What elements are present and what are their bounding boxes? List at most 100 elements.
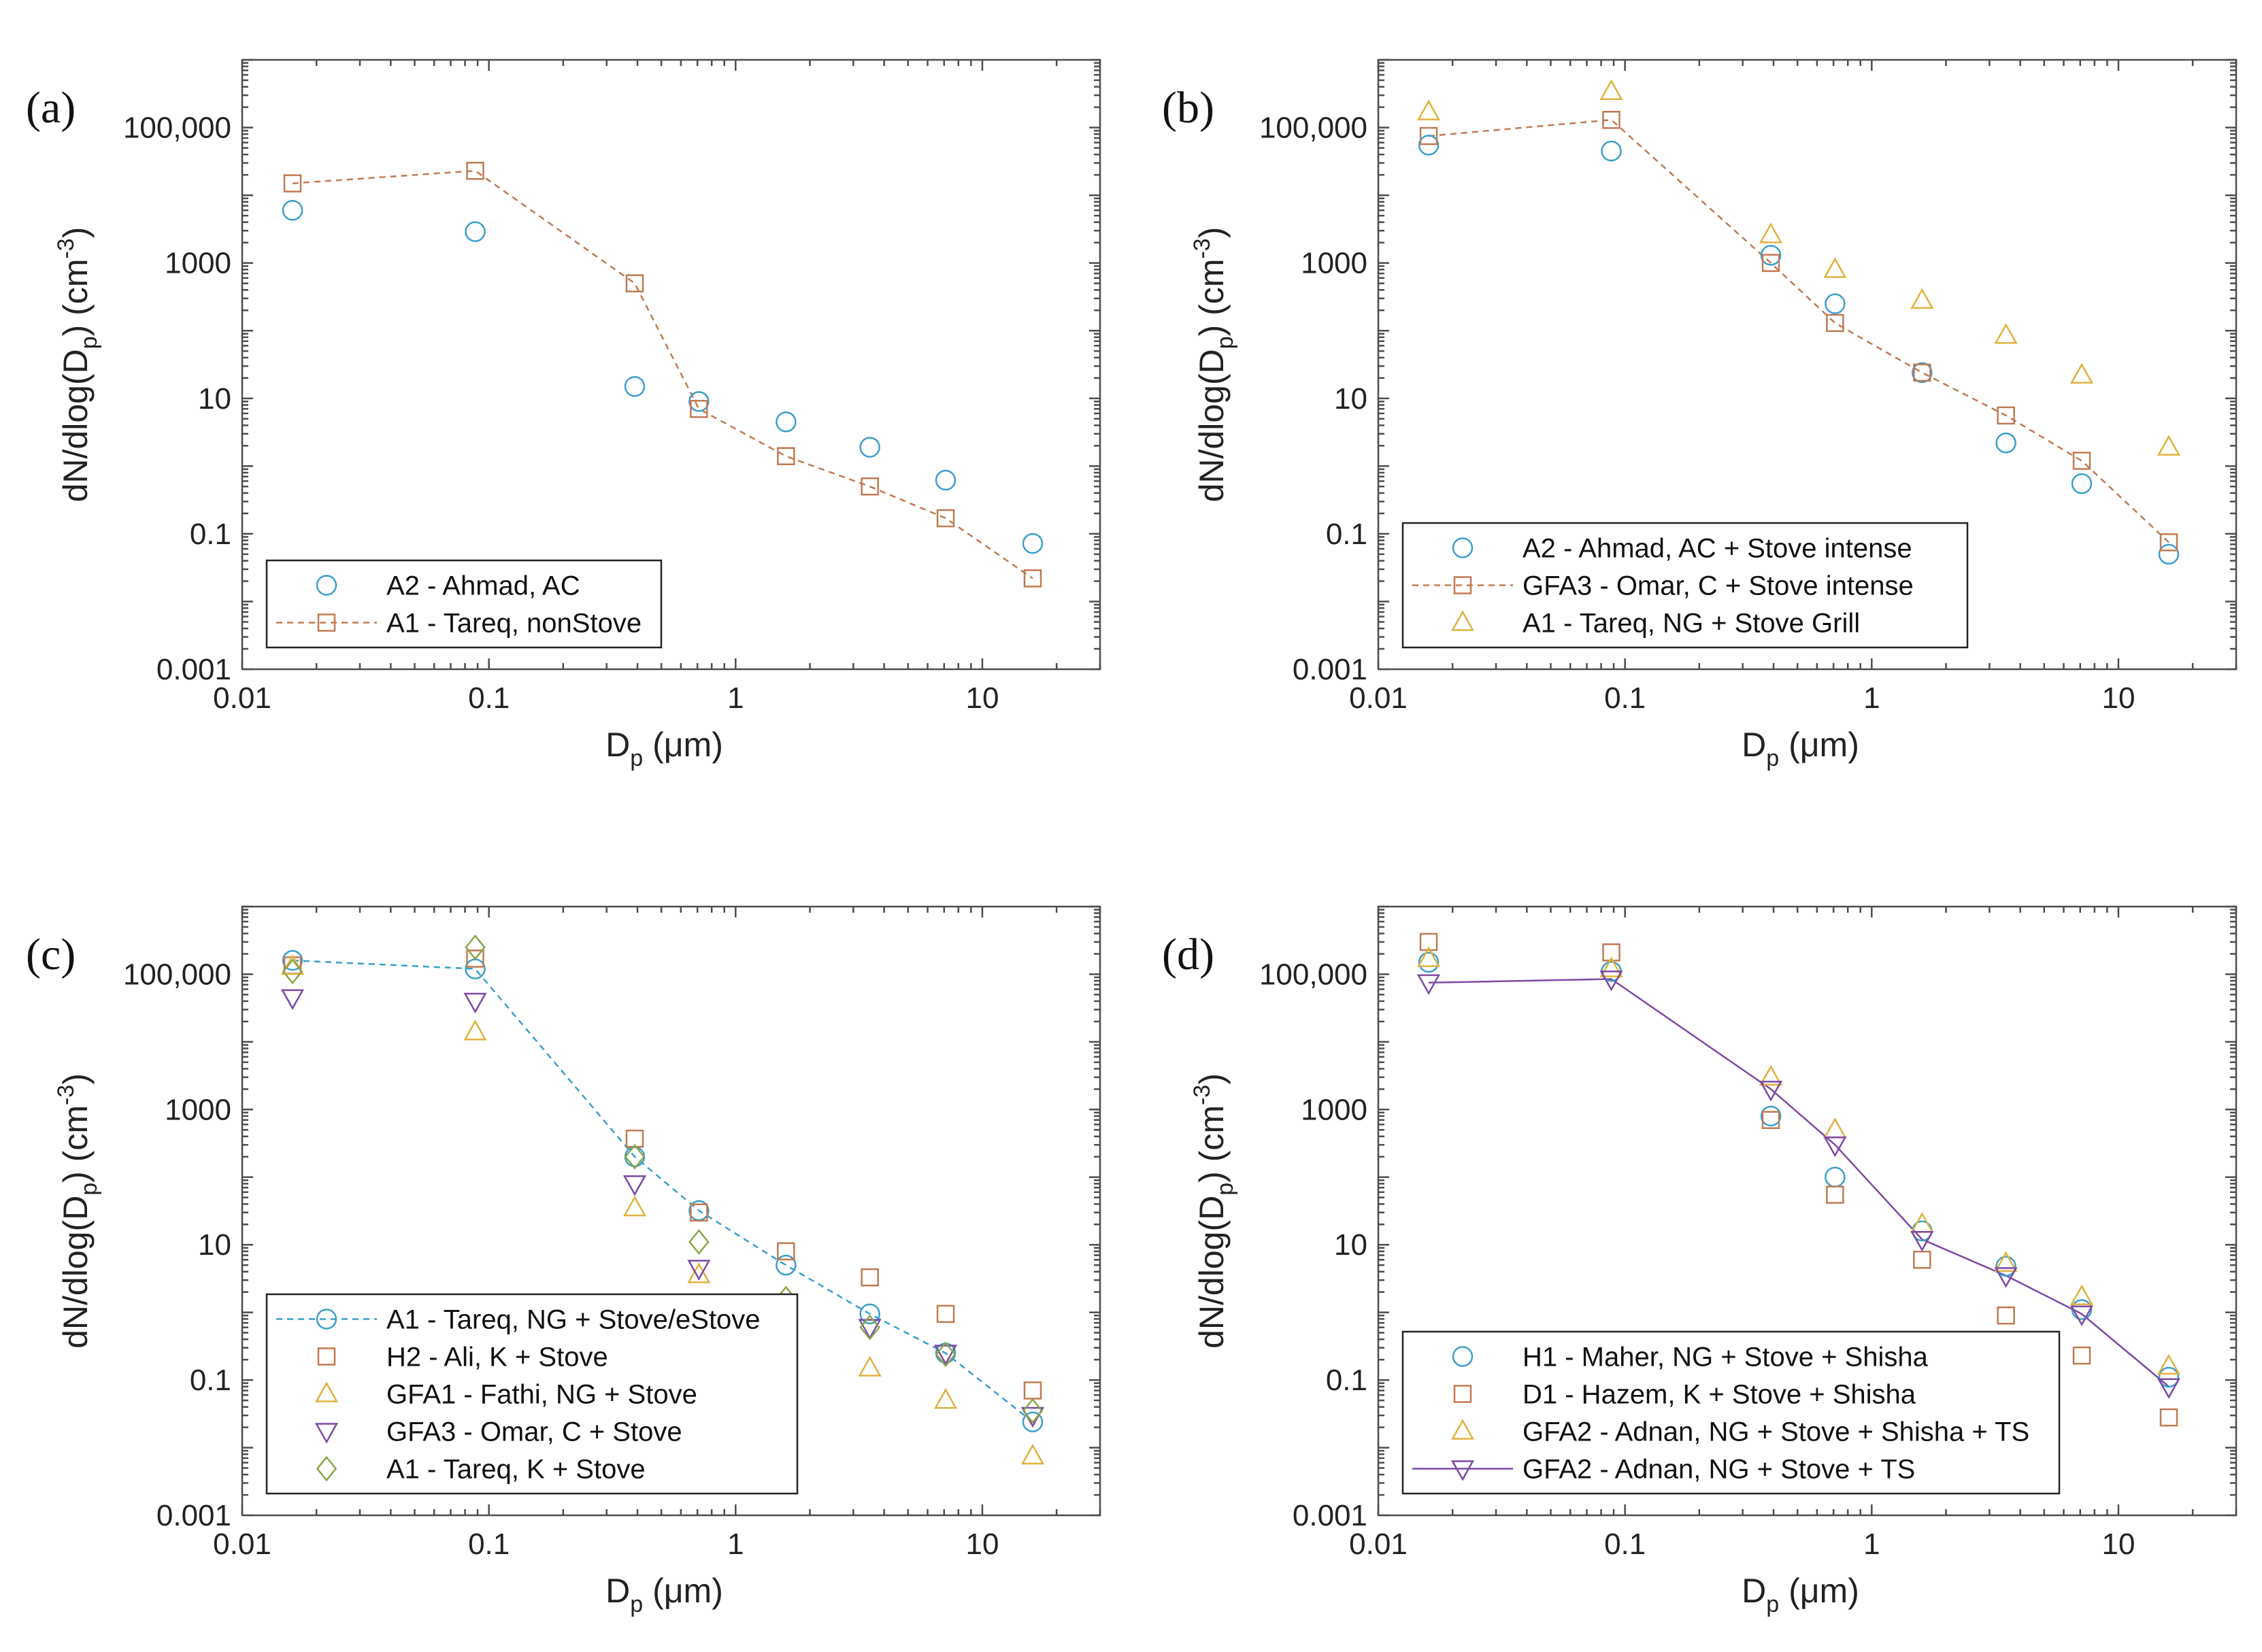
legend-entry: D1 - Hazem, K + Stove + Shisha (1523, 1380, 1916, 1410)
x-tick-label: 1 (727, 681, 744, 715)
data-point (1823, 1117, 1847, 1139)
legend-marker (1450, 1419, 1475, 1440)
data-point (935, 1341, 957, 1368)
data-point (1995, 432, 2016, 454)
plot-frame (241, 58, 1101, 671)
data-point (936, 1304, 955, 1324)
y-tick-label: 1000 (1301, 247, 1367, 280)
y-tick-label: 0.1 (190, 518, 231, 551)
data-point (1599, 971, 1623, 992)
panel-label: (a) (26, 83, 76, 133)
x-axis-label: Dp (μm) (1742, 1572, 1859, 1617)
x-tick-label: 0.1 (1604, 1528, 1646, 1561)
y-tick-label: 10 (1334, 1228, 1367, 1262)
y-tick-label: 0.001 (156, 1499, 231, 1532)
x-tick-label: 10 (965, 681, 999, 715)
y-axis-label: dN/dlog(Dp) (cm-3) (1189, 227, 1238, 503)
data-point (1416, 99, 1441, 120)
data-point (1759, 1064, 1783, 1086)
data-point (1761, 254, 1780, 272)
data-point (1994, 1267, 2018, 1288)
y-tick-label: 100,000 (1259, 112, 1367, 145)
data-point (466, 949, 484, 968)
data-point (463, 992, 487, 1014)
data-point (858, 1355, 882, 1377)
legend-entry: A2 - Ahmad, AC + Stove intense (1523, 534, 1912, 564)
legend-marker (316, 1455, 337, 1482)
data-point (2159, 533, 2178, 552)
data-point (859, 437, 880, 458)
data-point (1994, 1251, 2018, 1272)
data-point (282, 958, 303, 985)
legend-marker (1450, 1460, 1475, 1481)
data-point (1022, 533, 1044, 554)
data-point (1997, 1306, 2015, 1325)
data-point (1022, 1398, 1044, 1424)
data-point (624, 375, 646, 397)
data-point (2159, 1408, 2178, 1427)
y-tick-label: 100,000 (1259, 958, 1367, 991)
data-point (1418, 135, 1440, 156)
data-point (1912, 362, 1933, 384)
data-point (2157, 1353, 2181, 1375)
y-tick-label: 10 (1334, 382, 1367, 416)
x-tick-label: 0.1 (468, 1528, 510, 1561)
legend-entry: H1 - Maher, NG + Stove + Shisha (1523, 1343, 1929, 1372)
y-tick-label: 0.001 (156, 653, 231, 686)
data-point (1995, 1255, 2016, 1277)
data-point (1419, 932, 1438, 951)
data-point (690, 399, 708, 418)
data-point (1825, 1166, 1846, 1188)
data-point (280, 989, 305, 1011)
chart-panel-b: 0.01 0.1 1 10 0.001 0.1 10 1000 100,000 Dp (μm) dN… (1162, 58, 2238, 771)
x-tick-label: 1 (727, 1528, 744, 1561)
data-point (282, 949, 303, 971)
x-tick-label: 10 (965, 1528, 999, 1561)
data-point (1826, 1185, 1844, 1204)
data-point (777, 447, 795, 466)
data-point (1913, 1251, 1931, 1269)
x-tick-label: 0.01 (1349, 1528, 1408, 1561)
y-tick-label: 0.1 (1326, 518, 1367, 551)
panel-label: (b) (1162, 83, 1214, 133)
x-tick-label: 10 (2101, 1528, 2135, 1561)
x-tick-label: 0.01 (213, 1528, 271, 1561)
data-point (2157, 1378, 2181, 1399)
x-tick-label: 0.1 (468, 681, 510, 715)
y-tick-label: 0.001 (1293, 653, 1367, 686)
legend-box (265, 559, 663, 649)
x-tick-label: 10 (2101, 681, 2135, 715)
data-point (1023, 1381, 1042, 1400)
y-tick-label: 1000 (1301, 1093, 1367, 1126)
data-point (1760, 1105, 1782, 1127)
data-point (282, 199, 303, 221)
data-point (466, 161, 484, 180)
data-point (1602, 943, 1620, 962)
data-point (1910, 1231, 1934, 1252)
y-tick-label: 0.1 (190, 1364, 231, 1397)
legend-marker (316, 575, 337, 596)
legend-entry: GFA2 - Adnan, NG + Stove + TS (1523, 1455, 1915, 1485)
x-axis-label: Dp (μm) (605, 726, 723, 771)
data-point (1599, 79, 1623, 100)
data-point (688, 1229, 710, 1255)
legend-marker (317, 1347, 336, 1366)
data-point (1910, 288, 1934, 309)
legend-entry: A2 - Ahmad, AC (386, 571, 580, 601)
data-point (859, 1314, 880, 1341)
y-axis-label: dN/dlog(Dp) (cm-3) (53, 227, 102, 503)
data-point (622, 1195, 647, 1217)
data-point (1823, 257, 1847, 278)
data-point (1825, 293, 1846, 314)
data-point (690, 1203, 708, 1222)
legend-marker (1453, 576, 1472, 594)
series-line (1428, 118, 2169, 543)
chart-panel-d: 0.01 0.1 1 10 0.001 0.1 10 1000 100,000 Dp (μm) dN… (1162, 905, 2238, 1617)
y-tick-label: 10 (198, 382, 231, 416)
chart-panel-c: 0.01 0.1 1 10 0.001 0.1 10 1000 100,000 Dp (μm) dN… (26, 905, 1101, 1617)
data-point (861, 1268, 879, 1287)
data-point (2072, 452, 2091, 470)
data-point (776, 1254, 797, 1276)
panel-label: (c) (26, 930, 76, 979)
legend-entry: GFA2 - Adnan, NG + Stove + Shisha + TS (1523, 1417, 2029, 1447)
